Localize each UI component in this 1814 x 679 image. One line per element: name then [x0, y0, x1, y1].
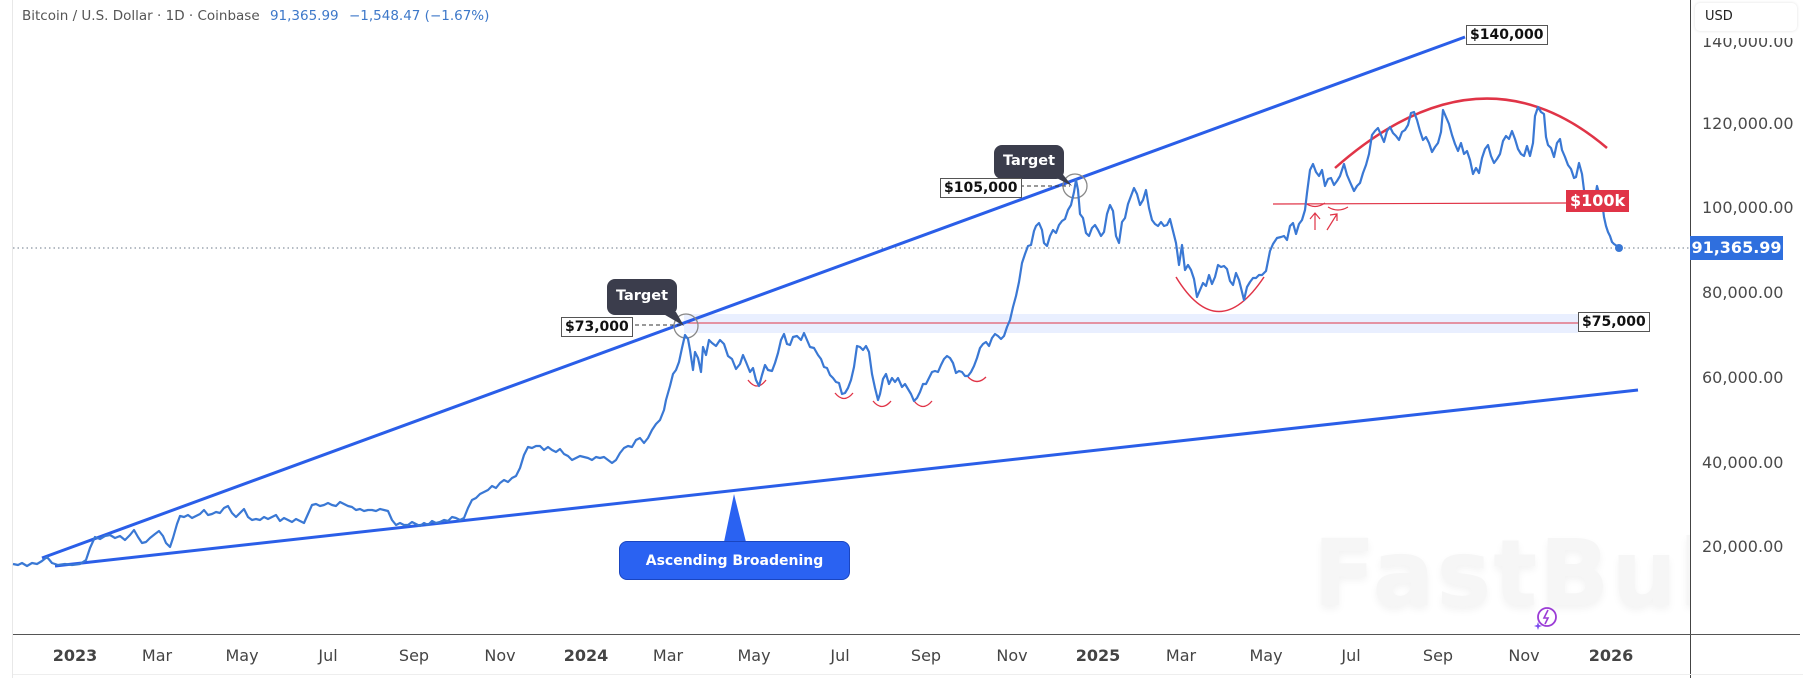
time-tick: Jul	[1341, 646, 1361, 665]
last-value: 91,365.99	[269, 8, 339, 24]
plot-svg	[12, 35, 1690, 568]
time-tick: Jul	[830, 646, 850, 665]
time-tick: May	[1249, 646, 1283, 665]
support-line-100k	[1272, 202, 1567, 205]
price-label-105k: $105,000	[940, 178, 1022, 198]
symbol-title: Bitcoin / U.S. Dollar · 1D · Coinbase	[22, 8, 260, 24]
up-arrow-icon	[1309, 212, 1321, 230]
price-label-73k: $73,000	[561, 317, 633, 337]
change-value: −1,548.47 (−1.67%)	[348, 8, 490, 24]
lower-wedge-line[interactable]	[54, 388, 1639, 568]
dip-arc	[967, 376, 987, 383]
lightning-icon[interactable]	[1532, 605, 1558, 631]
price-tick: 20,000.00	[1702, 537, 1784, 556]
axis-corner-line	[1690, 634, 1800, 635]
time-tick: Mar	[1165, 646, 1197, 665]
price-tick: 100,000.00	[1702, 198, 1794, 217]
dip-arc	[913, 400, 933, 408]
time-tick: Nov	[996, 646, 1028, 665]
target-callout-2: Target	[994, 145, 1064, 179]
rounded-bottom-arc	[1175, 276, 1265, 313]
target-callout-text: Target	[1002, 153, 1056, 169]
last-price-dot	[1615, 244, 1623, 252]
price-label-75k: $75,000	[1578, 312, 1650, 332]
currency-button[interactable]: USD	[1695, 3, 1797, 31]
target-callout-1: Target	[607, 279, 677, 315]
price-tick: 140,000.00	[1702, 32, 1794, 51]
watermark: FastBull	[1313, 520, 1690, 627]
price-axis[interactable]	[1690, 0, 1814, 678]
time-tick: Nov	[484, 646, 516, 665]
target-2-circle	[1062, 173, 1088, 199]
time-tick: 2023	[52, 646, 98, 665]
price-label-140k: $140,000	[1466, 25, 1548, 45]
dip-arc	[834, 392, 854, 400]
symbol-legend[interactable]: Bitcoin / U.S. Dollar · 1D · Coinbase 91…	[22, 8, 489, 24]
upper-wedge-line[interactable]	[41, 35, 1466, 560]
price-tick: 80,000.00	[1702, 283, 1784, 302]
price-tick: 60,000.00	[1702, 368, 1784, 387]
bottom-border	[13, 674, 1803, 675]
time-tick: Jul	[318, 646, 338, 665]
time-tick: 2025	[1075, 646, 1121, 665]
price-label-100k: $100k	[1566, 190, 1630, 212]
rounded-top-arc	[1334, 97, 1608, 169]
price-tick: 40,000.00	[1702, 453, 1784, 472]
time-tick: Sep	[1422, 646, 1454, 665]
price-tick: 120,000.00	[1702, 114, 1794, 133]
target-callout-text: Target	[615, 288, 669, 304]
time-tick: 2026	[1588, 646, 1634, 665]
time-axis[interactable]	[13, 634, 1690, 679]
last-price-badge: 91,365.99	[1690, 236, 1783, 260]
time-tick: Sep	[910, 646, 942, 665]
price-line[interactable]	[12, 105, 1620, 568]
dip-arc	[872, 400, 892, 408]
up-arrow-icon	[1326, 213, 1338, 231]
time-tick: May	[737, 646, 771, 665]
wedge-callout: Ascending Broadening Wedge	[619, 541, 850, 608]
dip-arc	[747, 379, 767, 387]
time-tick: 2024	[563, 646, 609, 665]
time-tick: Sep	[398, 646, 430, 665]
time-tick: Nov	[1508, 646, 1540, 665]
wedge-callout-pointer	[724, 494, 746, 542]
dip-arc	[1327, 206, 1349, 211]
time-tick: Mar	[141, 646, 173, 665]
time-tick: May	[225, 646, 259, 665]
left-border	[12, 0, 13, 678]
time-tick: Mar	[652, 646, 684, 665]
